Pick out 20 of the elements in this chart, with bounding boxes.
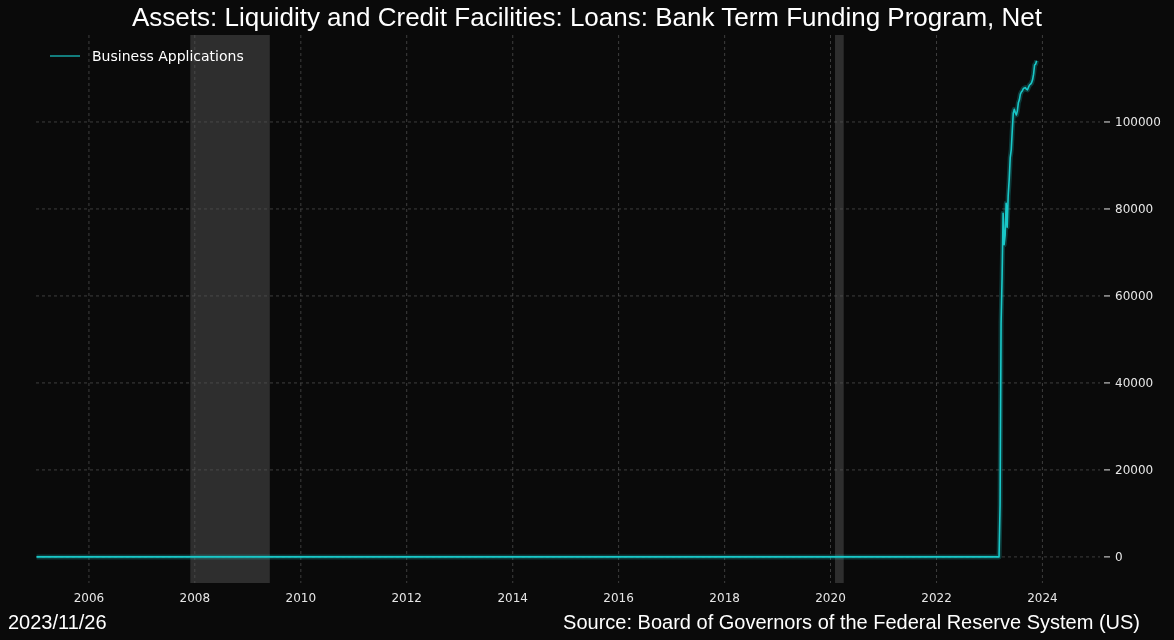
x-tick-label: 2018 bbox=[709, 591, 740, 605]
x-tick-label: 2008 bbox=[179, 591, 211, 605]
text: 2023/11/26 bbox=[8, 611, 107, 633]
y-tick-label: 20000 bbox=[1115, 462, 1154, 477]
y-tick-label: 0 bbox=[1115, 549, 1123, 564]
x-tick-label: 2014 bbox=[497, 591, 529, 605]
y-tick-label: 100000 bbox=[1115, 114, 1161, 129]
x-tick-label: 2020 bbox=[815, 591, 846, 605]
x-tick-label: 2006 bbox=[73, 591, 105, 605]
legend-label: Business Applications bbox=[92, 48, 244, 64]
chart-title: Assets: Liquidity and Credit Facilities: Loans: Bank Term Funding Program, Net bbox=[132, 2, 1043, 32]
source-note: Source: Board of Governors of the Federal Reserve System (US) bbox=[563, 611, 1140, 633]
x-tick-label: 2010 bbox=[285, 591, 317, 605]
y-tick-label: 60000 bbox=[1115, 288, 1154, 303]
y-tick-label: 40000 bbox=[1115, 375, 1154, 390]
x-tick-label: 2012 bbox=[391, 591, 422, 605]
x-tick-label: 2024 bbox=[1027, 591, 1058, 605]
x-tick-label: 2022 bbox=[921, 591, 952, 605]
x-tick-label: 2016 bbox=[603, 591, 634, 605]
y-tick-label: 80000 bbox=[1115, 201, 1154, 216]
